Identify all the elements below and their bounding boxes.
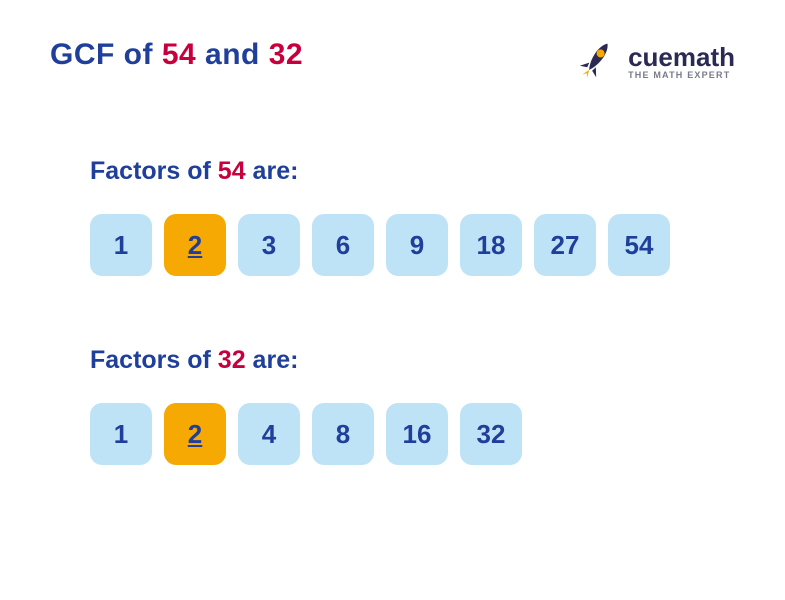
logo-brand: cuemath — [628, 44, 735, 71]
title-num1: 54 — [162, 38, 196, 71]
factors-section: Factors of 54 are:12369182754 — [90, 157, 735, 276]
factor-chip-row: 12369182754 — [90, 214, 735, 276]
factor-chip: 3 — [238, 214, 300, 276]
brand-logo: cuemath THE MATH EXPERT — [574, 38, 735, 87]
factor-chip-highlight: 2 — [164, 403, 226, 465]
title-mid: and — [196, 38, 269, 71]
factor-chip: 1 — [90, 403, 152, 465]
factor-chip: 54 — [608, 214, 670, 276]
factor-chip: 8 — [312, 403, 374, 465]
heading-number: 32 — [218, 346, 246, 374]
factor-chip-row: 12481632 — [90, 403, 735, 465]
section-heading: Factors of 32 are: — [90, 346, 735, 375]
heading-suffix: are: — [246, 157, 299, 185]
factor-chip: 32 — [460, 403, 522, 465]
header: GCF of 54 and 32 cuemath THE MATH EXPERT — [50, 38, 735, 87]
heading-prefix: Factors of — [90, 346, 218, 374]
factor-chip: 4 — [238, 403, 300, 465]
logo-brand-suffix: math — [673, 42, 735, 72]
factor-chip: 16 — [386, 403, 448, 465]
heading-number: 54 — [218, 157, 246, 185]
title-num2: 32 — [269, 38, 303, 71]
factor-chip: 6 — [312, 214, 374, 276]
heading-suffix: are: — [246, 346, 299, 374]
logo-text: cuemath THE MATH EXPERT — [628, 44, 735, 81]
page-title: GCF of 54 and 32 — [50, 38, 303, 72]
logo-tagline: THE MATH EXPERT — [628, 71, 735, 80]
factor-chip: 1 — [90, 214, 152, 276]
rocket-icon — [574, 38, 618, 87]
sections-container: Factors of 54 are:12369182754Factors of … — [50, 157, 735, 465]
logo-brand-prefix: cue — [628, 42, 673, 72]
factors-section: Factors of 32 are:12481632 — [90, 346, 735, 465]
section-heading: Factors of 54 are: — [90, 157, 735, 186]
factor-chip: 27 — [534, 214, 596, 276]
heading-prefix: Factors of — [90, 157, 218, 185]
title-prefix: GCF of — [50, 38, 162, 71]
factor-chip: 18 — [460, 214, 522, 276]
factor-chip: 9 — [386, 214, 448, 276]
factor-chip-highlight: 2 — [164, 214, 226, 276]
